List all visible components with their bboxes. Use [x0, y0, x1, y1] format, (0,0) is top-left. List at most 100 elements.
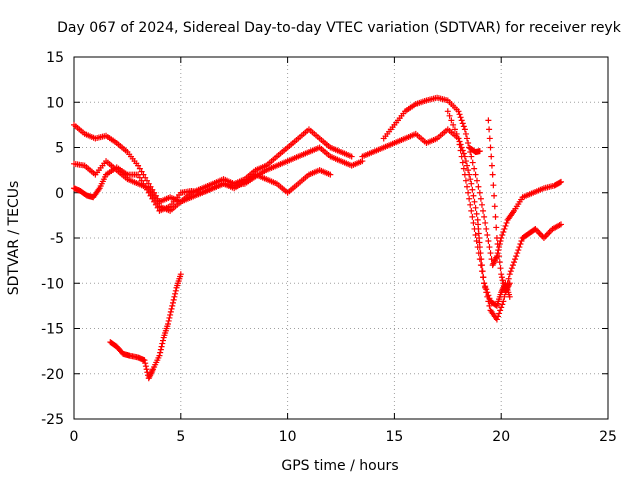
data-point	[506, 280, 513, 287]
data-point	[471, 165, 478, 172]
data-point	[497, 238, 504, 245]
data-point	[465, 167, 472, 174]
data-point	[477, 195, 484, 202]
data-point	[142, 360, 149, 367]
x-tick-label: 15	[385, 429, 403, 445]
data-point	[472, 231, 479, 238]
data-point	[469, 186, 476, 193]
data-point	[444, 108, 451, 115]
data-point	[465, 139, 472, 146]
data-point	[556, 179, 563, 186]
data-point	[473, 238, 480, 245]
y-tick-label: -20	[41, 367, 64, 383]
data-point	[501, 293, 508, 300]
data-point	[481, 213, 488, 220]
data-point	[168, 305, 175, 312]
data-points	[71, 94, 565, 382]
data-point	[485, 238, 492, 245]
data-point	[491, 192, 498, 199]
data-point	[491, 203, 498, 210]
data-point	[501, 225, 508, 232]
axis-ticks: 0 5 10 15 20 25 -25 -20 -15 -10 -5 0 5 10 15	[41, 50, 617, 445]
data-point	[558, 178, 565, 185]
data-point	[475, 250, 482, 257]
data-point	[169, 302, 176, 309]
data-point	[506, 271, 513, 278]
data-point	[499, 301, 506, 308]
data-point	[490, 182, 497, 189]
data-point	[160, 337, 166, 344]
data-point	[493, 235, 500, 241]
data-point	[473, 210, 480, 217]
data-point	[167, 311, 174, 318]
data-point	[167, 308, 174, 315]
data-point	[467, 201, 474, 208]
data-point	[500, 280, 507, 287]
y-tick-label: -15	[41, 322, 64, 338]
data-point	[140, 180, 147, 187]
data-point	[500, 228, 507, 235]
data-point	[476, 256, 483, 263]
data-point	[142, 363, 149, 370]
data-point	[473, 177, 480, 184]
data-point	[136, 174, 143, 181]
data-point	[511, 259, 518, 266]
data-point	[145, 189, 152, 196]
data-point	[159, 340, 166, 347]
data-point	[462, 158, 469, 165]
data-point	[498, 304, 505, 311]
data-point	[170, 296, 177, 303]
data-point	[140, 171, 147, 178]
data-point	[494, 250, 501, 257]
y-tick-label: 10	[46, 95, 64, 111]
data-point	[143, 177, 150, 184]
data-point	[499, 231, 506, 238]
data-point	[143, 366, 150, 373]
data-point	[487, 250, 494, 257]
data-point	[459, 120, 466, 127]
data-point	[468, 180, 475, 187]
data-point	[138, 168, 145, 175]
data-point	[138, 177, 145, 184]
data-point	[448, 117, 455, 124]
data-point	[505, 275, 512, 282]
data-point	[461, 171, 468, 178]
data-point	[488, 153, 495, 160]
data-point	[480, 274, 487, 281]
data-point	[469, 159, 476, 166]
data-point	[496, 244, 503, 251]
data-point	[474, 244, 481, 251]
data-point	[482, 284, 489, 291]
data-point	[512, 256, 519, 263]
data-point	[494, 313, 501, 320]
data-point	[460, 123, 467, 130]
data-point	[171, 293, 178, 300]
data-point	[466, 195, 473, 202]
data-point	[500, 298, 507, 305]
data-point	[558, 221, 565, 228]
data-point	[460, 150, 467, 157]
data-point	[157, 346, 164, 353]
data-point	[453, 130, 460, 137]
data-point	[492, 213, 499, 220]
data-point	[464, 135, 471, 142]
data-point	[478, 268, 485, 275]
gridlines	[74, 57, 608, 419]
data-point	[486, 126, 493, 133]
data-point	[165, 317, 172, 324]
data-point	[460, 165, 467, 172]
data-point	[517, 241, 524, 248]
data-point	[486, 135, 493, 142]
data-point	[461, 126, 468, 133]
data-point	[458, 153, 465, 160]
data-point	[458, 117, 465, 124]
data-point	[457, 114, 464, 121]
data-point	[476, 189, 483, 196]
chart-title: Day 067 of 2024, Sidereal Day-to-day VTE…	[57, 20, 622, 36]
data-point	[497, 265, 504, 272]
data-point	[472, 171, 479, 178]
data-point	[154, 204, 161, 211]
data-point	[503, 219, 510, 226]
data-point	[450, 121, 457, 128]
data-point	[465, 189, 472, 196]
